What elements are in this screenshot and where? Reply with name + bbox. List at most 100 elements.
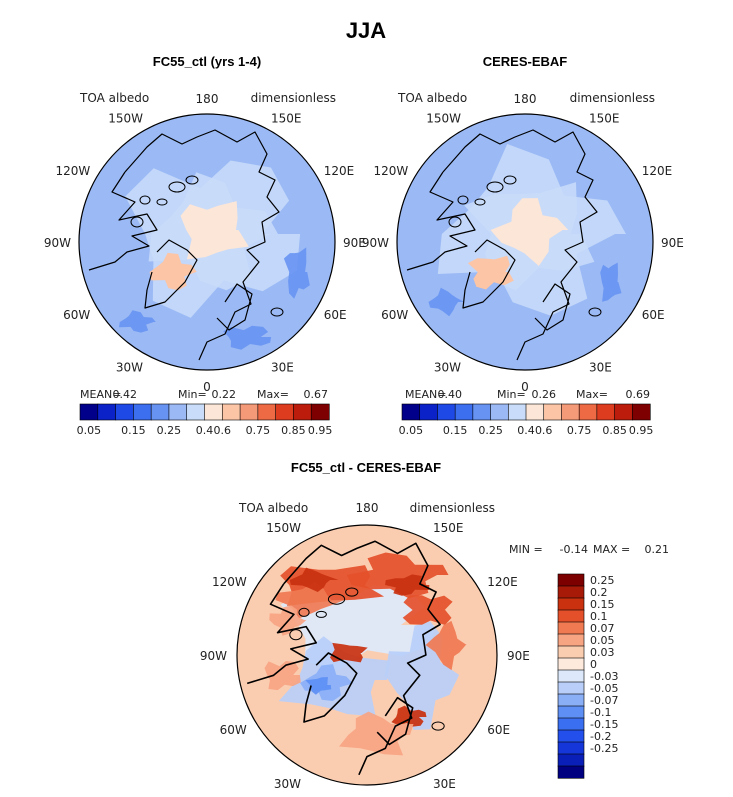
colorbar-tick-label: 0.4 — [196, 424, 214, 437]
colorbar-swatch — [133, 403, 152, 421]
longitude-labels: 180 150E 120E 90E 60E 30E 0 30W 60W 90W 120W 150W — [44, 92, 366, 394]
colorbar-swatch — [614, 403, 633, 421]
difference-contour — [385, 574, 430, 596]
coastline-north-america — [88, 171, 158, 271]
longitude-label: 90E — [661, 236, 684, 250]
colorbar-swatch — [115, 403, 134, 421]
coastline-island — [168, 181, 186, 193]
longitude-label: 30E — [271, 361, 294, 375]
colorbar-swatch — [557, 669, 585, 683]
colorbar-swatch — [437, 403, 456, 421]
longitude-label: 180 — [514, 92, 537, 106]
coastline-eurasia — [283, 540, 441, 776]
colorbar-tick-label: 0.75 — [246, 424, 271, 437]
colorbar-swatch — [557, 597, 585, 611]
stats-row: MEAN= 0.40 Min= 0.26 Max= 0.69 — [405, 388, 650, 401]
colorbar-swatch — [596, 403, 616, 421]
longitude-label: 0 — [203, 380, 211, 394]
colorbar-tick-label: 0.15 — [443, 424, 468, 437]
units-label: dimensionless — [251, 91, 336, 105]
colorbar: 0.05 0.15 0.25 0.4 0.6 0.75 0.85 0.95 — [77, 403, 333, 437]
colorbar-tick-label: -0.03 — [590, 670, 618, 683]
coastline-island — [298, 607, 310, 617]
colorbar-swatch — [221, 403, 241, 421]
colorbar-swatch — [150, 403, 170, 421]
min-label: Min= — [497, 388, 526, 401]
colorbar-swatch — [561, 403, 580, 421]
min-value: 0.26 — [532, 388, 557, 401]
longitude-label: 120W — [212, 575, 247, 589]
colorbar-swatch — [557, 705, 585, 719]
difference-contour — [339, 711, 414, 756]
coastline-scandinavia — [376, 696, 414, 746]
colorbar-tick-label: 0.05 — [590, 634, 615, 647]
difference-contour — [305, 677, 332, 695]
longitude-label: 60W — [381, 308, 408, 322]
colorbar-swatch — [79, 403, 99, 421]
longitude-label: 90W — [200, 649, 227, 663]
difference-contour — [289, 567, 339, 592]
max-label: Max= — [576, 388, 608, 401]
coastline-island — [270, 307, 284, 317]
coastline-eurasia — [442, 129, 598, 361]
mean-label: MEAN= — [405, 388, 446, 401]
longitude-label: 90E — [343, 236, 366, 250]
panel-title: FC55_ctl - CERES-EBAF — [291, 460, 441, 475]
polar-map — [78, 113, 336, 371]
max-label: Max= — [257, 388, 289, 401]
panel-title: FC55_ctl (yrs 1-4) — [153, 54, 261, 69]
longitude-label: 120E — [487, 575, 518, 589]
colorbar-swatch — [557, 729, 585, 743]
longitude-label: 90W — [362, 236, 389, 250]
colorbar-swatch — [557, 585, 585, 599]
albedo-contour-arctic — [490, 198, 569, 266]
coastline-greenland — [303, 652, 358, 723]
coastline-north-america — [246, 583, 317, 685]
colorbar-tick-label: -0.1 — [590, 706, 611, 719]
longitude-label: 60W — [220, 723, 247, 737]
colorbar-swatch — [293, 403, 312, 421]
min-label: MIN = — [509, 543, 543, 556]
albedo-contour-low — [600, 262, 622, 302]
colorbar-tick-label: 0.95 — [308, 424, 333, 437]
map-border — [236, 524, 498, 786]
colorbar: 0.250.20.150.10.070.050.030-0.03-0.05-0.… — [557, 573, 618, 779]
difference-contour — [275, 581, 345, 619]
longitude-label: 180 — [356, 501, 379, 515]
colorbar-tick-label: 0.25 — [590, 574, 615, 587]
colorbar-swatch — [168, 403, 188, 421]
colorbar-swatch — [275, 403, 295, 421]
coastline-island — [486, 181, 504, 193]
longitude-label: 60E — [642, 308, 665, 322]
coastline-island — [448, 216, 462, 228]
coastline-island — [130, 216, 144, 228]
longitude-label: 30W — [116, 361, 143, 375]
longitude-label: 90E — [507, 649, 530, 663]
longitude-label: 120E — [642, 164, 673, 178]
difference-contour — [264, 661, 301, 691]
colorbar-tick-label: 0 — [590, 658, 597, 671]
colorbar-tick-label: 0.15 — [121, 424, 146, 437]
colorbar-swatch — [490, 403, 509, 421]
coastline-scandinavia — [216, 283, 253, 331]
colorbar-tick-label: 0.15 — [590, 598, 615, 611]
panel-observation: CERES-EBAF TOA albedo dimensionless 1801… — [362, 54, 684, 437]
colorbar-tick-label: 0.03 — [590, 646, 615, 659]
longitude-label: 150W — [266, 521, 301, 535]
coastline-island — [185, 175, 199, 185]
colorbar-tick-label: 0.2 — [590, 586, 608, 599]
polar-map — [236, 524, 498, 786]
longitude-label: 30E — [433, 777, 456, 791]
colorbar-swatch — [557, 621, 585, 635]
colorbar-swatch — [419, 403, 439, 421]
colorbar-swatch — [472, 403, 492, 421]
colorbar-tick-label: 0.6 — [214, 424, 232, 437]
longitude-label: 0 — [521, 380, 529, 394]
panel-title: CERES-EBAF — [483, 54, 568, 69]
difference-contour — [391, 705, 427, 727]
longitude-label: 90W — [44, 236, 71, 250]
stats-row: MEAN= 0.42 Min= 0.22 Max= 0.67 — [80, 388, 328, 401]
longitude-label: 150E — [271, 111, 302, 125]
min-value: -0.14 — [560, 543, 588, 556]
longitude-label: 150W — [108, 111, 143, 125]
